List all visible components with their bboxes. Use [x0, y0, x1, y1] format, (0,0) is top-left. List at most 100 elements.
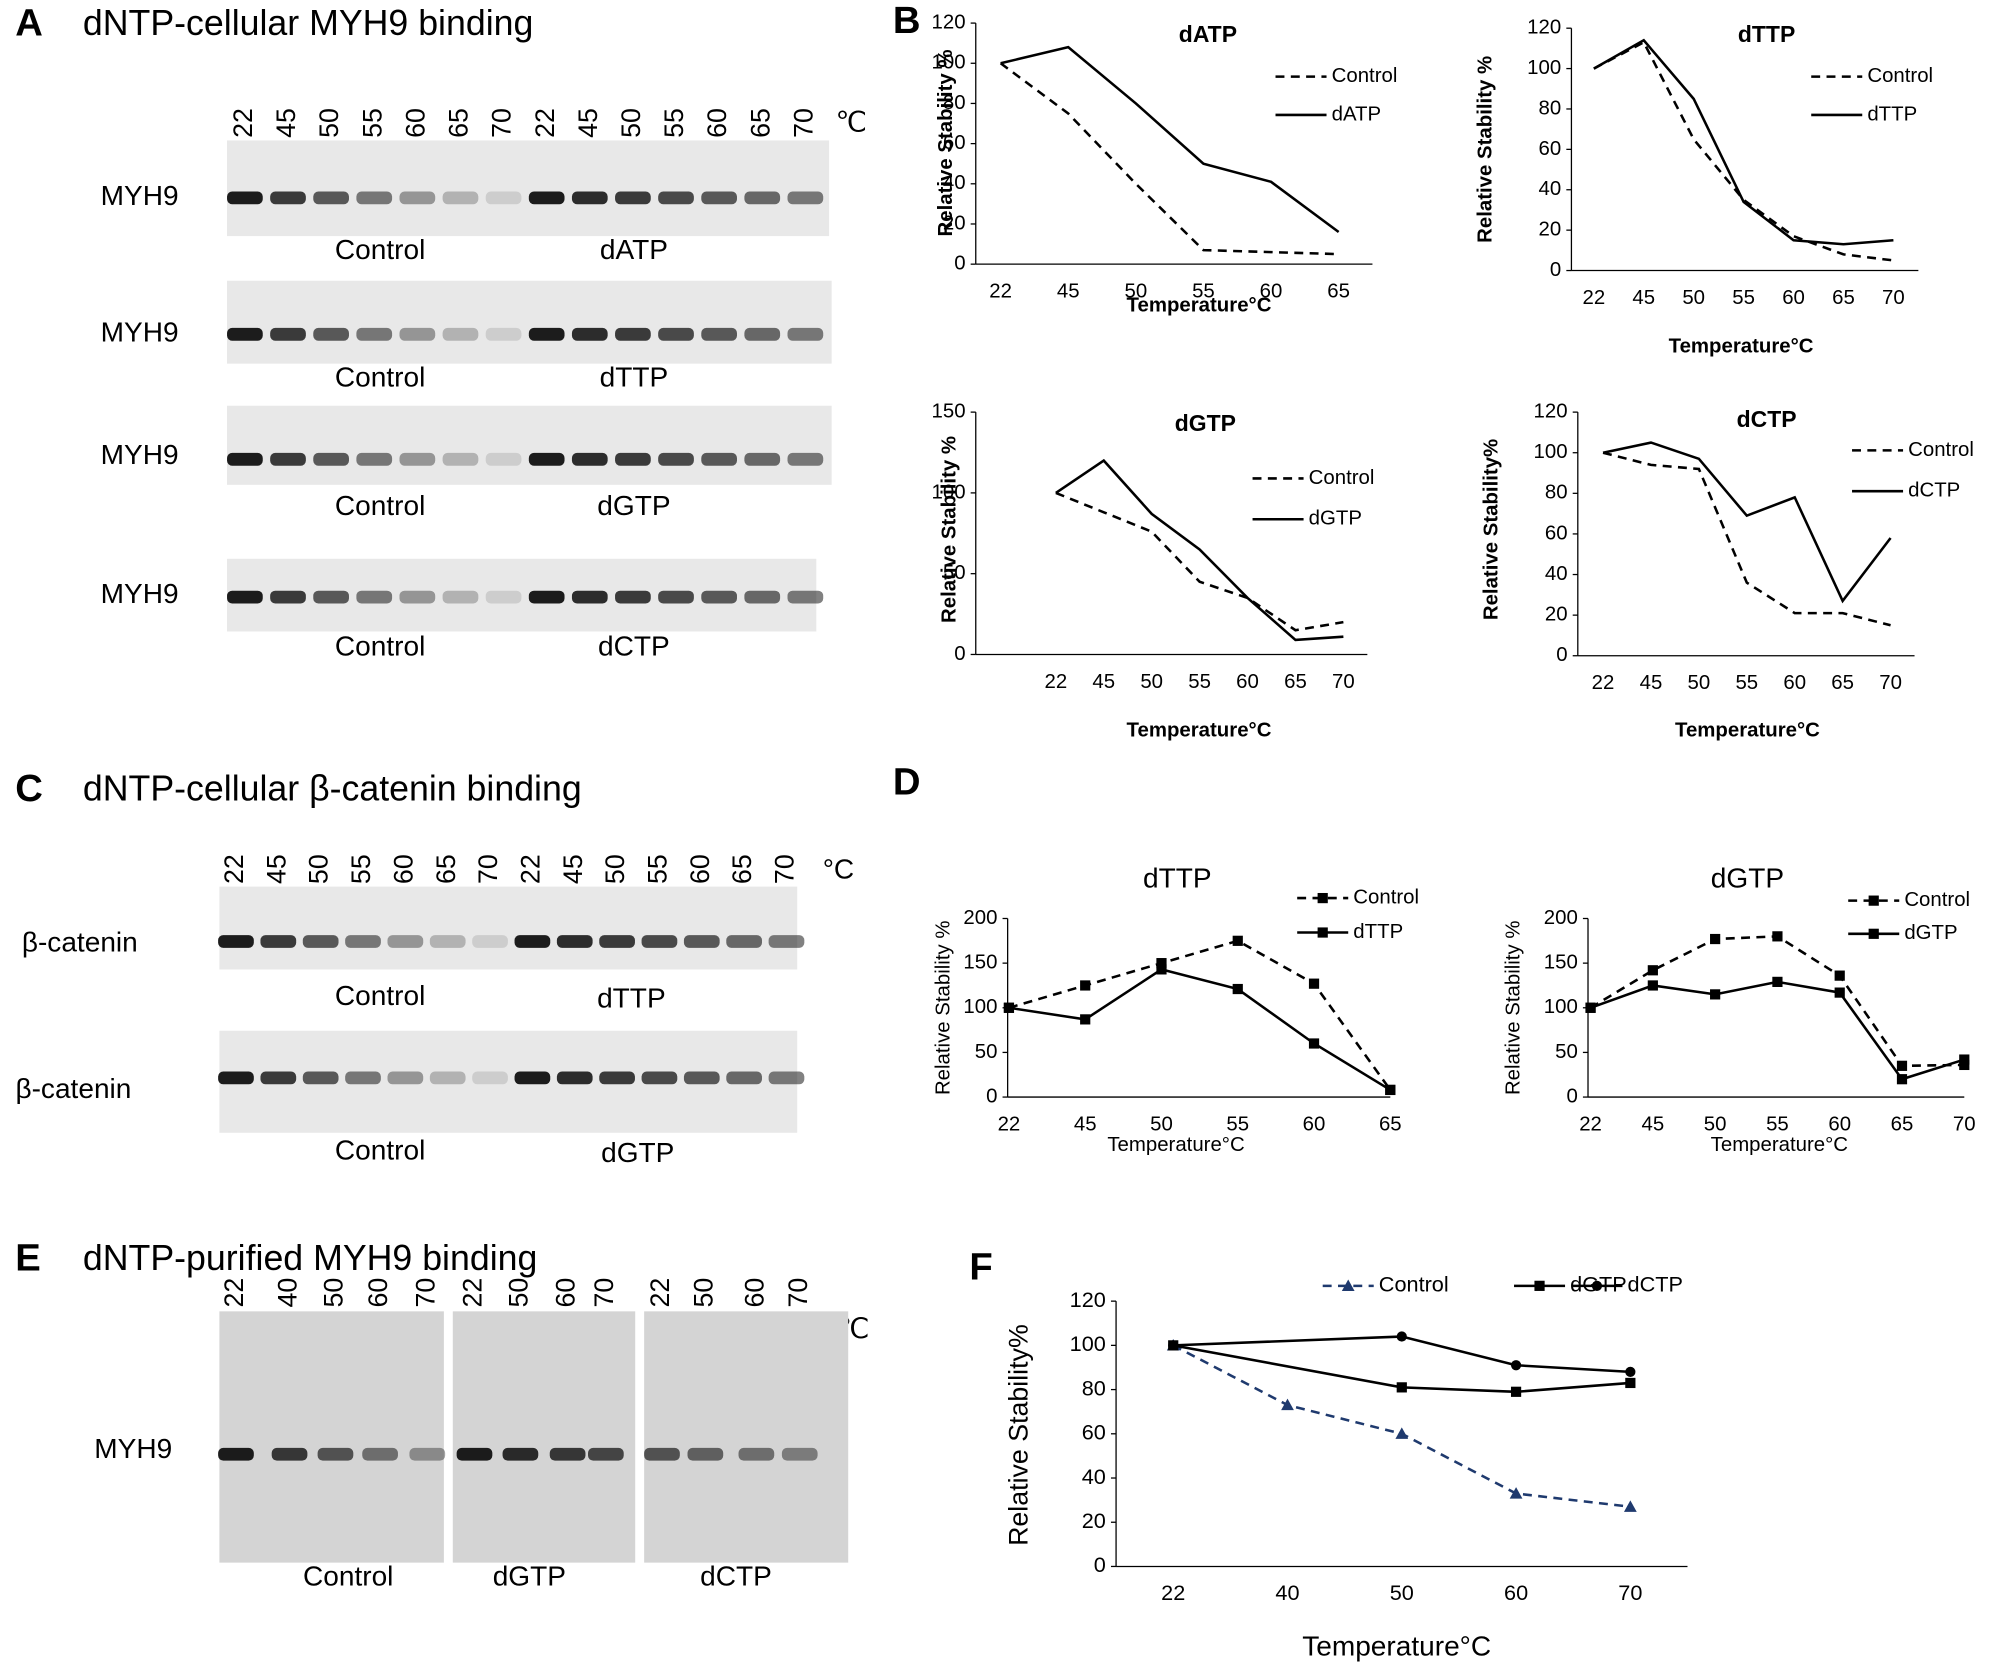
band: [787, 191, 824, 205]
y-tick-label: 120: [1527, 17, 1561, 39]
blot: [644, 1311, 849, 1563]
series-line: [1055, 491, 1344, 632]
x-tick-label: 22: [1045, 671, 1068, 693]
legend-label: dATP: [1332, 103, 1381, 125]
x-axis-label: Temperature°C: [1669, 335, 1814, 357]
x-tick-label: 65: [1831, 672, 1854, 694]
y-tick-label: 50: [943, 562, 966, 584]
x-tick-label: 55: [1192, 281, 1215, 303]
band: [615, 452, 651, 466]
marker: [1647, 980, 1658, 991]
band: [218, 1071, 254, 1085]
band: [528, 191, 565, 205]
y-tick-label: 40: [1539, 178, 1562, 200]
legend-label: dGTP: [1904, 922, 1957, 944]
band: [302, 935, 339, 948]
x-tick-label: 70: [1332, 671, 1355, 693]
x-tick-label: 55: [1735, 672, 1758, 694]
lane-label: 60: [363, 1278, 393, 1308]
band: [615, 327, 651, 341]
band: [571, 191, 608, 205]
x-axis-label: Temperature°C: [1675, 719, 1820, 741]
y-tick-label: 50: [975, 1041, 998, 1063]
y-tick-label: 20: [1539, 219, 1562, 241]
lane-label: 40: [273, 1278, 303, 1308]
marker: [1396, 1331, 1407, 1342]
y-tick-label: 120: [932, 11, 966, 33]
series-line: [1008, 968, 1391, 1092]
x-tick-label: 45: [1640, 672, 1663, 694]
y-tick-label: 120: [1070, 1287, 1106, 1312]
lane-label: 70: [473, 854, 503, 884]
x-axis-label: Temperature°C: [1711, 1134, 1848, 1156]
chart-title: dCTP: [1737, 406, 1797, 432]
marker: [1772, 931, 1783, 942]
marker: [1834, 970, 1845, 981]
band: [683, 1071, 720, 1085]
group-label: Control: [335, 234, 425, 265]
y-tick-label: 0: [1094, 1552, 1106, 1577]
x-tick-label: 60: [1828, 1114, 1851, 1136]
marker: [1647, 965, 1658, 976]
band: [744, 327, 781, 341]
lane-label: 22: [219, 1278, 249, 1308]
x-axis-label: Temperature°C: [1107, 1134, 1244, 1156]
y-tick-label: 60: [1082, 1420, 1106, 1445]
lane-label: 60: [702, 108, 732, 138]
gel-title: dNTP-purified MYH9 binding: [83, 1238, 537, 1278]
marker: [1623, 1500, 1637, 1512]
marker: [1385, 1084, 1396, 1096]
y-tick-label: 200: [963, 907, 997, 929]
lane-label: 50: [304, 854, 334, 884]
band: [658, 327, 694, 341]
x-tick-label: 50: [1688, 672, 1711, 694]
x-tick-label: 60: [1260, 281, 1283, 303]
y-tick-label: 20: [1082, 1508, 1106, 1533]
lane-label: 50: [314, 108, 344, 138]
band: [345, 1071, 381, 1085]
y-tick-label: 60: [1539, 138, 1562, 160]
legend-label: Control: [1867, 65, 1933, 87]
lane-label: 50: [600, 854, 630, 884]
legend-label: dTTP: [1867, 103, 1917, 125]
band: [270, 191, 306, 205]
x-tick-label: 65: [1379, 1114, 1402, 1136]
x-tick-label: 45: [1057, 281, 1080, 303]
band: [615, 590, 651, 604]
x-tick-label: 50: [1390, 1580, 1414, 1605]
x-tick-label: 60: [1783, 672, 1806, 694]
chart-title: dGTP: [1711, 863, 1784, 894]
band: [744, 452, 781, 466]
marker: [1509, 1487, 1523, 1499]
series-line: [1173, 1335, 1631, 1374]
y-axis-label: Relative Stability %: [939, 436, 961, 623]
band: [442, 452, 479, 466]
x-tick-label: 65: [1327, 281, 1350, 303]
marker: [1772, 976, 1783, 987]
lane-label: 60: [685, 854, 715, 884]
y-tick-label: 100: [963, 996, 997, 1018]
band: [472, 935, 508, 948]
y-axis-label: Relative Stability %: [935, 49, 957, 236]
lane-label: 55: [357, 108, 387, 138]
marker: [1395, 1427, 1409, 1439]
lane-label: 45: [261, 854, 291, 884]
band: [571, 327, 608, 341]
legend-label: Control: [1353, 886, 1419, 908]
band: [456, 1447, 493, 1461]
band: [787, 327, 824, 341]
x-tick-label: 65: [1832, 287, 1855, 309]
band: [744, 590, 781, 604]
lane-label: 65: [431, 854, 461, 884]
lane-label: 22: [228, 108, 258, 138]
marker: [1896, 1060, 1908, 1071]
band: [472, 1071, 508, 1085]
group-label: Control: [335, 980, 425, 1011]
x-tick-label: 45: [1092, 671, 1115, 693]
x-tick-label: 55: [1732, 287, 1755, 309]
panel-letter: E: [15, 1236, 41, 1279]
band: [641, 935, 678, 948]
marker: [1156, 964, 1167, 975]
unit-label: ℃: [835, 106, 867, 137]
